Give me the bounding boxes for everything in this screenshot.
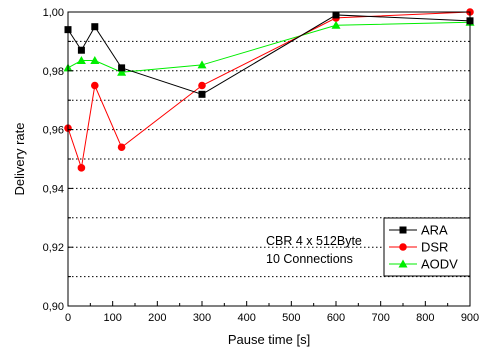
- data-point-ara: [332, 11, 340, 19]
- x-tick-label: 200: [148, 312, 166, 324]
- legend-label-ara: ARA: [421, 223, 448, 238]
- series-layer: [63, 8, 475, 172]
- data-point-dsr: [117, 143, 126, 152]
- y-tick-label: 0,90: [43, 301, 64, 313]
- data-point-dsr: [91, 81, 99, 90]
- legend: ARA DSR AODV: [383, 217, 471, 277]
- data-point-aodv: [76, 56, 86, 65]
- x-tick-label: 900: [461, 312, 479, 324]
- y-tick-label: 0,94: [43, 183, 64, 195]
- data-point-dsr: [198, 81, 206, 90]
- data-point-aodv: [331, 20, 341, 29]
- series-line-dsr: [67, 11, 471, 168]
- annotation-line-2: 10 Connections: [266, 252, 353, 266]
- legend-marker-aodv: [398, 259, 408, 268]
- data-point-aodv: [90, 56, 100, 65]
- x-tick-label: 600: [327, 312, 345, 324]
- legend-label-aodv: AODV: [421, 257, 458, 272]
- x-tick-label: 400: [237, 312, 255, 324]
- annotation-line-1: CBR 4 x 512Byte: [266, 234, 362, 248]
- x-tick-label: 500: [282, 312, 300, 324]
- data-point-ara: [118, 64, 126, 72]
- x-tick-label: 300: [193, 312, 211, 324]
- x-tick-label: 700: [371, 312, 389, 324]
- y-tick-label: 1,00: [43, 7, 64, 19]
- data-point-dsr: [77, 164, 86, 172]
- legend-marker-dsr: [399, 243, 407, 251]
- y-axis-label: Delivery rate: [12, 123, 27, 196]
- y-tick-label: 0,92: [43, 242, 64, 254]
- data-point-aodv: [117, 67, 127, 76]
- y-tick-label: 0,96: [43, 125, 64, 137]
- series-line-aodv: [67, 21, 471, 73]
- x-tick-label: 100: [103, 312, 121, 324]
- x-tick-label: 800: [416, 312, 434, 324]
- x-tick-label: 0: [65, 312, 71, 324]
- legend-marker-ara: [399, 226, 407, 234]
- axes-layer: 0,90 0,92 0,94 0,96 0,98 1,00 0 100 200 300 400 500…: [43, 7, 480, 324]
- data-point-aodv: [197, 60, 207, 69]
- data-point-ara: [198, 90, 206, 98]
- y-tick-label: 0,98: [43, 66, 64, 78]
- data-point-ara: [77, 46, 85, 54]
- data-point-ara: [91, 23, 99, 31]
- series-line-ara: [67, 14, 471, 95]
- x-axis-label: Pause time [s]: [228, 332, 310, 347]
- legend-label-dsr: DSR: [421, 240, 448, 255]
